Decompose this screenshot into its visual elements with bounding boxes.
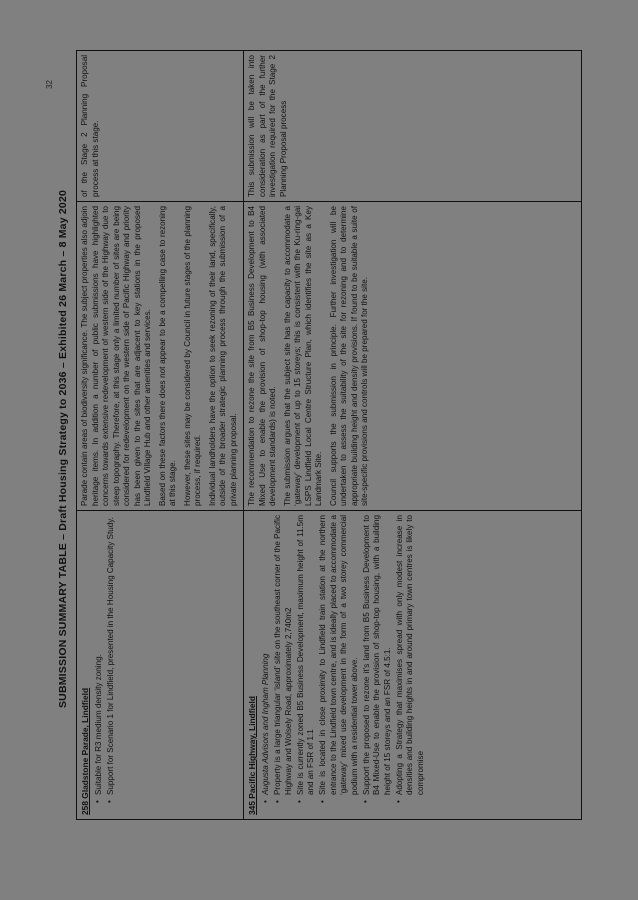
table-row: 345 Pacific Highway, Lindfield Augusta A… bbox=[243, 50, 582, 820]
response-cell: The recommendation to rezone the site fr… bbox=[243, 201, 582, 511]
page-number: 32 bbox=[45, 80, 54, 89]
submission-cell: 258 Gladstone Parade, Lindfield Suitable… bbox=[76, 510, 244, 820]
response-paragraph: Parade contain areas of biodiversity sig… bbox=[80, 206, 153, 506]
document-page: 32 SUBMISSION SUMMARY TABLE – Draft Hous… bbox=[39, 50, 599, 850]
list-item: Support the proposed to rezone it’s land… bbox=[362, 515, 394, 803]
submission-cell: 345 Pacific Highway, Lindfield Augusta A… bbox=[243, 510, 582, 820]
response-paragraph: However, these sites may be considered b… bbox=[182, 206, 203, 506]
submission-title: 345 Pacific Highway, Lindfield bbox=[247, 696, 258, 815]
list-item: Site is located in close proximity to Li… bbox=[318, 515, 360, 803]
outcome-cell: of the Stage 2 Planning Proposal process… bbox=[76, 50, 244, 202]
submission-bullets: Suitable for R3 medium density zoning. S… bbox=[94, 515, 117, 803]
table-row: 258 Gladstone Parade, Lindfield Suitable… bbox=[76, 50, 244, 820]
response-cell: Parade contain areas of biodiversity sig… bbox=[76, 201, 244, 511]
document-header-title: SUBMISSION SUMMARY TABLE – Draft Housing… bbox=[57, 189, 69, 709]
document-body: 32 SUBMISSION SUMMARY TABLE – Draft Hous… bbox=[45, 50, 585, 820]
list-item: Support for Scenario 1 for Lindfield, pr… bbox=[106, 515, 117, 803]
response-paragraph: The submission argues that the subject s… bbox=[282, 206, 324, 506]
response-paragraph: Based on these factors there does not ap… bbox=[157, 206, 178, 506]
response-paragraph: Council supports the submission in princ… bbox=[328, 206, 370, 506]
response-paragraph: Individual landholders have the option t… bbox=[207, 206, 238, 506]
response-paragraph: The recommendation to rezone the site fr… bbox=[247, 206, 278, 506]
list-item: Adopting a Strategy that maximises sprea… bbox=[395, 515, 427, 803]
outcome-cell: This submission will be taken into consi… bbox=[243, 50, 582, 202]
list-item: Site is currently zoned B5 Business Deve… bbox=[296, 515, 317, 803]
submission-summary-table: 258 Gladstone Parade, Lindfield Suitable… bbox=[76, 50, 583, 820]
submission-title: 258 Gladstone Parade, Lindfield bbox=[80, 687, 90, 815]
outcome-paragraph: This submission will be taken into consi… bbox=[247, 55, 288, 197]
outcome-paragraph: of the Stage 2 Planning Proposal process… bbox=[80, 55, 100, 197]
list-item: Suitable for R3 medium density zoning. bbox=[94, 515, 105, 803]
list-item: Augusta Advisors and Ingham Planning bbox=[261, 515, 272, 803]
submission-bullets: Augusta Advisors and Ingham Planning Pro… bbox=[261, 515, 426, 803]
list-item: Property is a large triangular ‘island’ … bbox=[273, 515, 294, 803]
